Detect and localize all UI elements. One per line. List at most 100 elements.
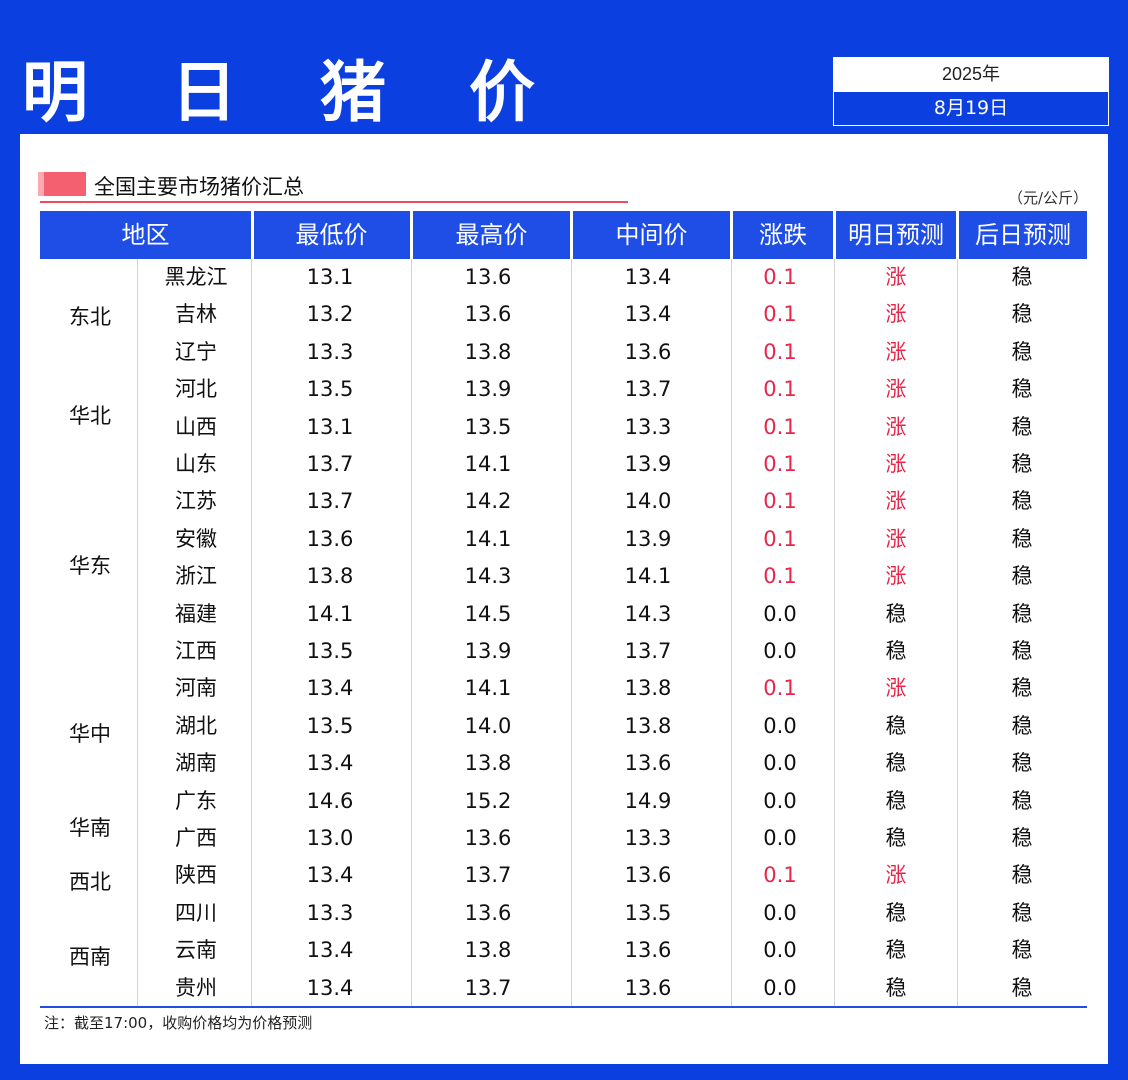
high-price-cell: 13.9 xyxy=(464,377,512,402)
tomorrow-forecast-cell: 涨 xyxy=(885,452,907,476)
high-price-cell: 13.5 xyxy=(464,414,512,439)
region-label: 华东 xyxy=(69,553,111,578)
high-price-cell: 14.1 xyxy=(464,452,512,476)
province-cell: 山西 xyxy=(175,414,217,439)
tomorrow-forecast-cell: 稳 xyxy=(885,788,907,813)
change-cell: 0.0 xyxy=(763,938,797,963)
header-change: 涨跌 xyxy=(759,221,807,249)
tomorrow-forecast-cell: 稳 xyxy=(885,601,907,626)
tomorrow-forecast-cell: 稳 xyxy=(885,639,907,663)
change-cell: 0.1 xyxy=(763,302,797,327)
header-mid-price: 中间价 xyxy=(615,221,688,249)
header-high-price: 最高价 xyxy=(455,221,528,249)
province-cell: 河北 xyxy=(175,377,217,402)
section-title: 全国主要市场猪价汇总 xyxy=(94,175,304,199)
low-price-cell: 13.5 xyxy=(306,377,354,402)
change-cell: 0.1 xyxy=(763,863,797,888)
change-cell: 0.1 xyxy=(763,676,797,701)
mid-price-cell: 14.0 xyxy=(624,489,672,514)
table-header: 地区 最低价 最高价 中间价 涨跌 明日预测 后日预测 xyxy=(40,211,1087,259)
column-divider xyxy=(137,259,138,1007)
header-separator xyxy=(833,211,836,259)
tomorrow-forecast-cell: 稳 xyxy=(885,900,907,925)
high-price-cell: 14.1 xyxy=(464,676,512,701)
province-cell: 湖南 xyxy=(175,751,217,776)
change-cell: 0.1 xyxy=(763,339,797,364)
mid-price-cell: 13.8 xyxy=(624,676,672,701)
province-cell: 广西 xyxy=(175,826,217,850)
date-year: 2025年 xyxy=(834,58,1108,91)
mid-price-cell: 14.1 xyxy=(624,564,672,589)
low-price-cell: 13.4 xyxy=(306,975,354,1000)
tomorrow-forecast-cell: 涨 xyxy=(885,526,907,551)
high-price-cell: 13.8 xyxy=(464,938,512,963)
province-cell: 河南 xyxy=(175,676,217,701)
change-cell: 0.0 xyxy=(763,975,797,1000)
mid-price-cell: 13.6 xyxy=(624,863,672,888)
mid-price-cell: 13.5 xyxy=(624,900,672,925)
province-cell: 湖北 xyxy=(175,713,217,738)
high-price-cell: 14.0 xyxy=(464,713,512,738)
province-cell: 福建 xyxy=(175,601,217,626)
tomorrow-forecast-cell: 涨 xyxy=(885,339,907,364)
change-cell: 0.1 xyxy=(763,414,797,439)
province-cell: 江苏 xyxy=(175,489,217,514)
province-cell: 贵州 xyxy=(175,975,217,1000)
low-price-cell: 14.6 xyxy=(306,788,354,813)
mid-price-cell: 13.6 xyxy=(624,751,672,776)
after-forecast-cell: 稳 xyxy=(1011,452,1033,476)
change-cell: 0.0 xyxy=(763,826,797,850)
tomorrow-forecast-cell: 涨 xyxy=(885,265,907,289)
region-label: 西南 xyxy=(69,944,111,969)
tomorrow-forecast-cell: 稳 xyxy=(885,938,907,963)
header-separator xyxy=(251,211,254,259)
mid-price-cell: 13.3 xyxy=(624,826,672,850)
low-price-cell: 13.6 xyxy=(306,526,354,551)
mid-price-cell: 13.7 xyxy=(624,639,672,663)
header-separator xyxy=(956,211,959,259)
high-price-cell: 13.6 xyxy=(464,900,512,925)
low-price-cell: 13.1 xyxy=(306,265,354,289)
mid-price-cell: 13.9 xyxy=(624,452,672,476)
column-divider xyxy=(957,259,958,1007)
column-divider xyxy=(251,259,252,1007)
region-label: 华中 xyxy=(69,722,111,747)
province-cell: 吉林 xyxy=(175,302,217,327)
after-forecast-cell: 稳 xyxy=(1011,564,1033,589)
low-price-cell: 14.1 xyxy=(306,601,354,626)
after-forecast-cell: 稳 xyxy=(1011,265,1033,289)
mid-price-cell: 13.8 xyxy=(624,713,672,738)
province-cell: 山东 xyxy=(175,452,217,476)
after-forecast-cell: 稳 xyxy=(1011,414,1033,439)
low-price-cell: 13.8 xyxy=(306,564,354,589)
tomorrow-forecast-cell: 涨 xyxy=(885,676,907,701)
low-price-cell: 13.4 xyxy=(306,938,354,963)
low-price-cell: 13.5 xyxy=(306,713,354,738)
low-price-cell: 13.4 xyxy=(306,676,354,701)
table-bottom-line xyxy=(40,1006,1087,1008)
tomorrow-forecast-cell: 涨 xyxy=(885,489,907,514)
tomorrow-forecast-cell: 涨 xyxy=(885,377,907,402)
low-price-cell: 13.1 xyxy=(306,414,354,439)
high-price-cell: 15.2 xyxy=(464,788,512,813)
mid-price-cell: 13.3 xyxy=(624,414,672,439)
price-table-card: 全国主要市场猪价汇总 （元/公斤） 地区 最低价 最高价 中间价 涨跌 明日预测 后日预测 … xyxy=(20,134,1108,1064)
column-divider xyxy=(834,259,835,1007)
low-price-cell: 13.2 xyxy=(306,302,354,327)
mid-price-cell: 13.7 xyxy=(624,377,672,402)
province-cell: 黑龙江 xyxy=(164,265,228,289)
province-cell: 安徽 xyxy=(175,526,217,551)
high-price-cell: 13.9 xyxy=(464,639,512,663)
after-forecast-cell: 稳 xyxy=(1011,826,1033,850)
low-price-cell: 13.5 xyxy=(306,639,354,663)
mid-price-cell: 13.4 xyxy=(624,302,672,327)
unit-label: （元/公斤） xyxy=(1008,189,1089,207)
high-price-cell: 14.2 xyxy=(464,489,512,514)
header-separator xyxy=(570,211,573,259)
high-price-cell: 14.3 xyxy=(464,564,512,589)
column-divider xyxy=(731,259,732,1007)
change-cell: 0.1 xyxy=(763,526,797,551)
tomorrow-forecast-cell: 涨 xyxy=(885,302,907,327)
change-cell: 0.1 xyxy=(763,377,797,402)
mid-price-cell: 13.6 xyxy=(624,938,672,963)
